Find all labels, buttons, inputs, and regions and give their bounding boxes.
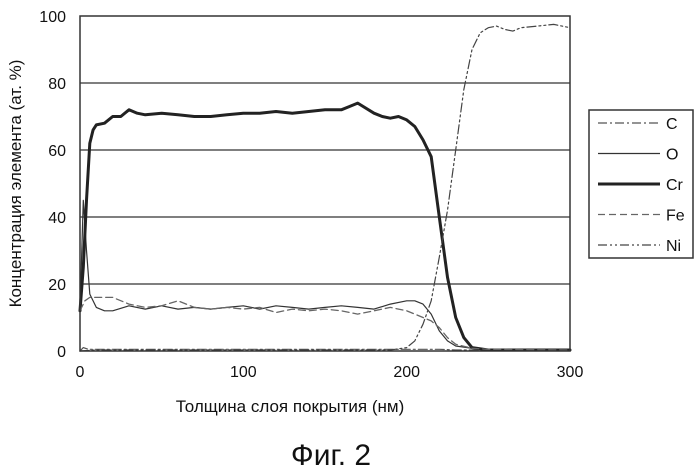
y-tick-label: 40 bbox=[48, 210, 66, 227]
y-tick-label: 20 bbox=[48, 277, 66, 294]
legend: CO Cr Fe Ni bbox=[589, 110, 693, 258]
legend-label-c: C bbox=[666, 116, 678, 133]
y-tick-labels: 0 20 40 60 80 100 bbox=[39, 9, 66, 361]
x-axis-title: Толщина слоя покрытия (нм) bbox=[176, 397, 404, 416]
x-tick-labels: 0 100 200 300 bbox=[76, 364, 584, 381]
plot-area bbox=[80, 16, 570, 351]
x-tick-label: 100 bbox=[230, 364, 257, 381]
x-tick-label: 200 bbox=[393, 364, 420, 381]
legend-label-o: O bbox=[666, 147, 678, 164]
figure-caption: Фиг. 2 bbox=[291, 439, 371, 472]
y-tick-label: 80 bbox=[48, 76, 66, 93]
y-tick-label: 0 bbox=[57, 344, 66, 361]
y-tick-label: 100 bbox=[39, 9, 66, 26]
legend-label-fe: Fe bbox=[666, 208, 685, 225]
x-tick-label: 300 bbox=[557, 364, 584, 381]
y-tick-label: 60 bbox=[48, 143, 66, 160]
y-axis-title: Концентрация элемента (ат. %) bbox=[6, 60, 25, 308]
x-tick-label: 0 bbox=[76, 364, 85, 381]
legend-label-cr: Cr bbox=[666, 177, 684, 194]
legend-label-ni: Ni bbox=[666, 238, 681, 255]
